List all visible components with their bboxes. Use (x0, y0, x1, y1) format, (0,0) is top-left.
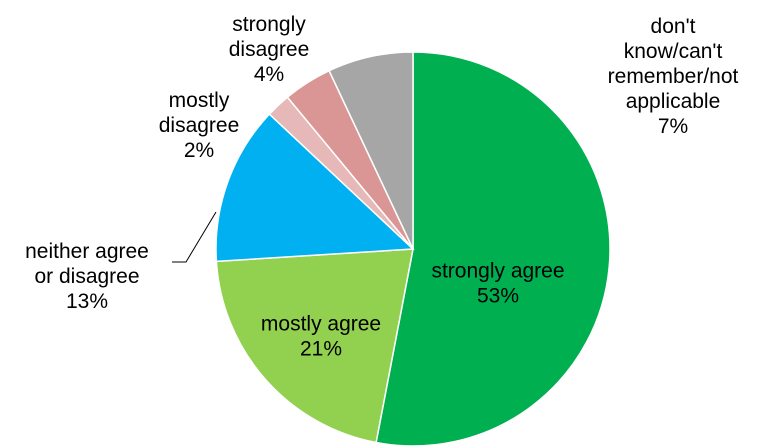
slice-label-mostly-agree: mostly agree 21% (261, 313, 381, 361)
slice-percent: 21% (300, 338, 342, 361)
slice-dont-know (328, 51, 414, 250)
slice-label-line: disagree (159, 114, 240, 137)
slice-strongly-agree (375, 51, 611, 447)
slice-percent: 2% (184, 139, 214, 162)
leader-line (172, 211, 217, 263)
slice-mostly-agree (215, 248, 414, 444)
slice-neither-agree-or-disagree (215, 113, 415, 263)
slice-label-line: neither agree (25, 240, 149, 263)
slice-label-neither-agree-or-disagree: neither agree or disagree 13% (25, 240, 149, 313)
slice-label-line: mostly agree (261, 313, 381, 336)
slice-label-line: don't (651, 15, 696, 38)
slice-label-line: strongly agree (431, 260, 564, 283)
labels-layer: strongly agree 53% mostly agree 21% neither … (25, 13, 738, 361)
slice-label-mostly-disagree: mostly disagree 2% (159, 89, 240, 162)
slices-layer (215, 51, 611, 447)
leader-lines-layer (172, 211, 217, 263)
slice-percent: 7% (658, 115, 688, 138)
slice-percent: 53% (477, 285, 519, 308)
slice-percent: 13% (66, 290, 108, 313)
slice-label-strongly-disagree: strongly disagree 4% (229, 13, 310, 86)
slice-label-line: strongly (232, 13, 306, 36)
slice-label-line: remember/not (608, 65, 739, 88)
slice-label-line: know/can't (624, 40, 723, 63)
slice-label-line: mostly (169, 89, 230, 112)
slice-label-line: or disagree (34, 265, 139, 288)
slice-label-strongly-agree: strongly agree 53% (431, 260, 564, 308)
slice-label-line: applicable (626, 90, 721, 113)
slice-label-line: disagree (229, 38, 310, 61)
slice-percent: 4% (254, 63, 284, 86)
slice-label-dont-know: don't know/can't remember/not applicable 7% (608, 15, 739, 138)
